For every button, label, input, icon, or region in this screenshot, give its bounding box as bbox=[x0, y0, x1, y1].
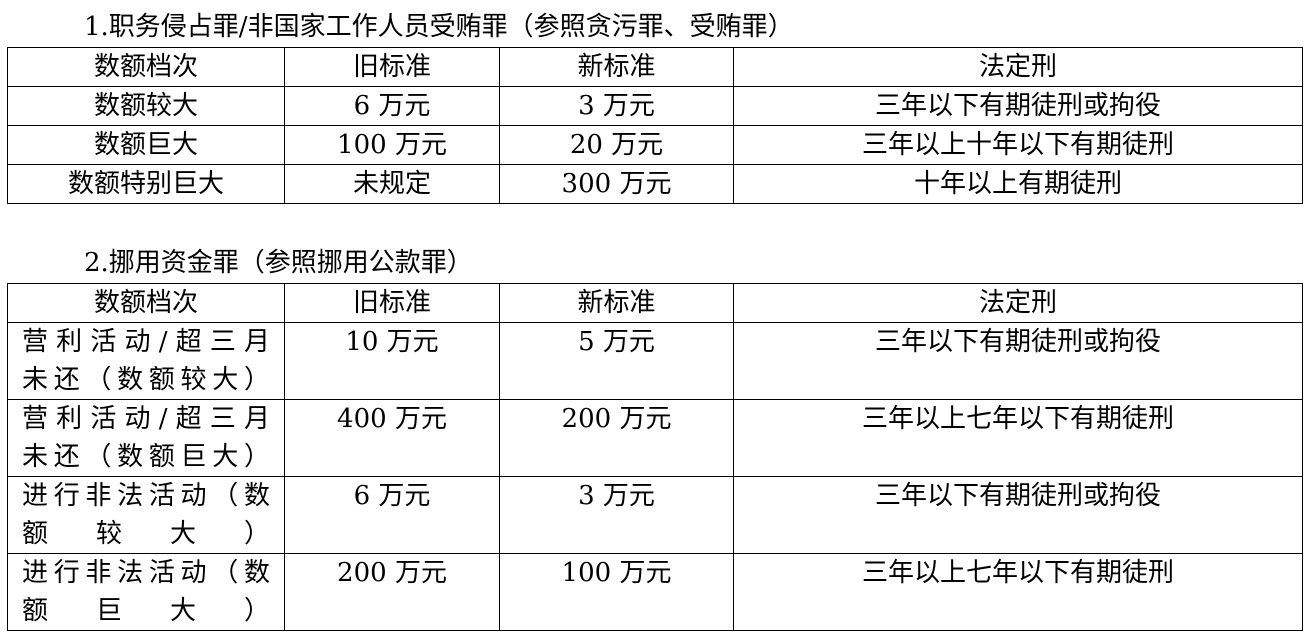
cell: 三年以上七年以下有期徒刑 bbox=[733, 553, 1303, 631]
header-cell: 数额档次 bbox=[7, 283, 285, 323]
header-cell: 法定刑 bbox=[733, 283, 1303, 323]
header-cell: 法定刑 bbox=[733, 47, 1303, 87]
section1-table: 数额档次 旧标准 新标准 法定刑 数额较大 6 万元 3 万元 三年以下有期徒刑… bbox=[7, 47, 1303, 204]
table-row: 进行非法活动（数 额巨大） 200 万元 100 万元 三年以上七年以下有期徒刑 bbox=[7, 553, 1303, 631]
cell: 三年以上十年以下有期徒刑 bbox=[733, 125, 1303, 165]
header-cell: 新标准 bbox=[499, 47, 734, 87]
cell: 3 万元 bbox=[499, 86, 734, 126]
cell: 进行非法活动（数 额巨大） bbox=[7, 553, 285, 631]
header-cell: 旧标准 bbox=[284, 283, 500, 323]
cell: 100 万元 bbox=[499, 553, 734, 631]
header-cell: 旧标准 bbox=[284, 47, 500, 87]
table-row: 营利活动/超三月 未还（数额巨大） 400 万元 200 万元 三年以上七年以下… bbox=[7, 399, 1303, 477]
cell: 三年以下有期徒刑或拘役 bbox=[733, 476, 1303, 554]
section1-title: 1.职务侵占罪/非国家工作人员受贿罪（参照贪污罪、受贿罪） bbox=[84, 12, 794, 42]
table-row: 数额特别巨大 未规定 300 万元 十年以上有期徒刑 bbox=[7, 164, 1303, 204]
cell: 进行非法活动（数 额较大） bbox=[7, 476, 285, 554]
cell: 数额特别巨大 bbox=[7, 164, 285, 204]
cell: 20 万元 bbox=[499, 125, 734, 165]
cell: 200 万元 bbox=[499, 399, 734, 477]
header-cell: 数额档次 bbox=[7, 47, 285, 87]
section2-table: 数额档次 旧标准 新标准 法定刑 营利活动/超三月 未还（数额较大） 10 万元… bbox=[7, 283, 1303, 631]
cell: 200 万元 bbox=[284, 553, 500, 631]
cell: 营利活动/超三月 未还（数额较大） bbox=[7, 322, 285, 400]
cell: 6 万元 bbox=[284, 476, 500, 554]
cell: 5 万元 bbox=[499, 322, 734, 400]
cell: 营利活动/超三月 未还（数额巨大） bbox=[7, 399, 285, 477]
cell: 300 万元 bbox=[499, 164, 734, 204]
cell: 数额巨大 bbox=[7, 125, 285, 165]
table-row: 营利活动/超三月 未还（数额较大） 10 万元 5 万元 三年以下有期徒刑或拘役 bbox=[7, 322, 1303, 400]
cell: 100 万元 bbox=[284, 125, 500, 165]
cell: 400 万元 bbox=[284, 399, 500, 477]
cell: 三年以下有期徒刑或拘役 bbox=[733, 322, 1303, 400]
table-row: 进行非法活动（数 额较大） 6 万元 3 万元 三年以下有期徒刑或拘役 bbox=[7, 476, 1303, 554]
table-header-row: 数额档次 旧标准 新标准 法定刑 bbox=[7, 47, 1303, 87]
table-row: 数额巨大 100 万元 20 万元 三年以上十年以下有期徒刑 bbox=[7, 125, 1303, 165]
cell: 未规定 bbox=[284, 164, 500, 204]
table-header-row: 数额档次 旧标准 新标准 法定刑 bbox=[7, 283, 1303, 323]
table-row: 数额较大 6 万元 3 万元 三年以下有期徒刑或拘役 bbox=[7, 86, 1303, 126]
cell: 10 万元 bbox=[284, 322, 500, 400]
section2-title: 2.挪用资金罪（参照挪用公款罪） bbox=[84, 248, 473, 278]
cell: 数额较大 bbox=[7, 86, 285, 126]
cell: 3 万元 bbox=[499, 476, 734, 554]
cell: 三年以下有期徒刑或拘役 bbox=[733, 86, 1303, 126]
cell: 三年以上七年以下有期徒刑 bbox=[733, 399, 1303, 477]
header-cell: 新标准 bbox=[499, 283, 734, 323]
cell: 6 万元 bbox=[284, 86, 500, 126]
cell: 十年以上有期徒刑 bbox=[733, 164, 1303, 204]
